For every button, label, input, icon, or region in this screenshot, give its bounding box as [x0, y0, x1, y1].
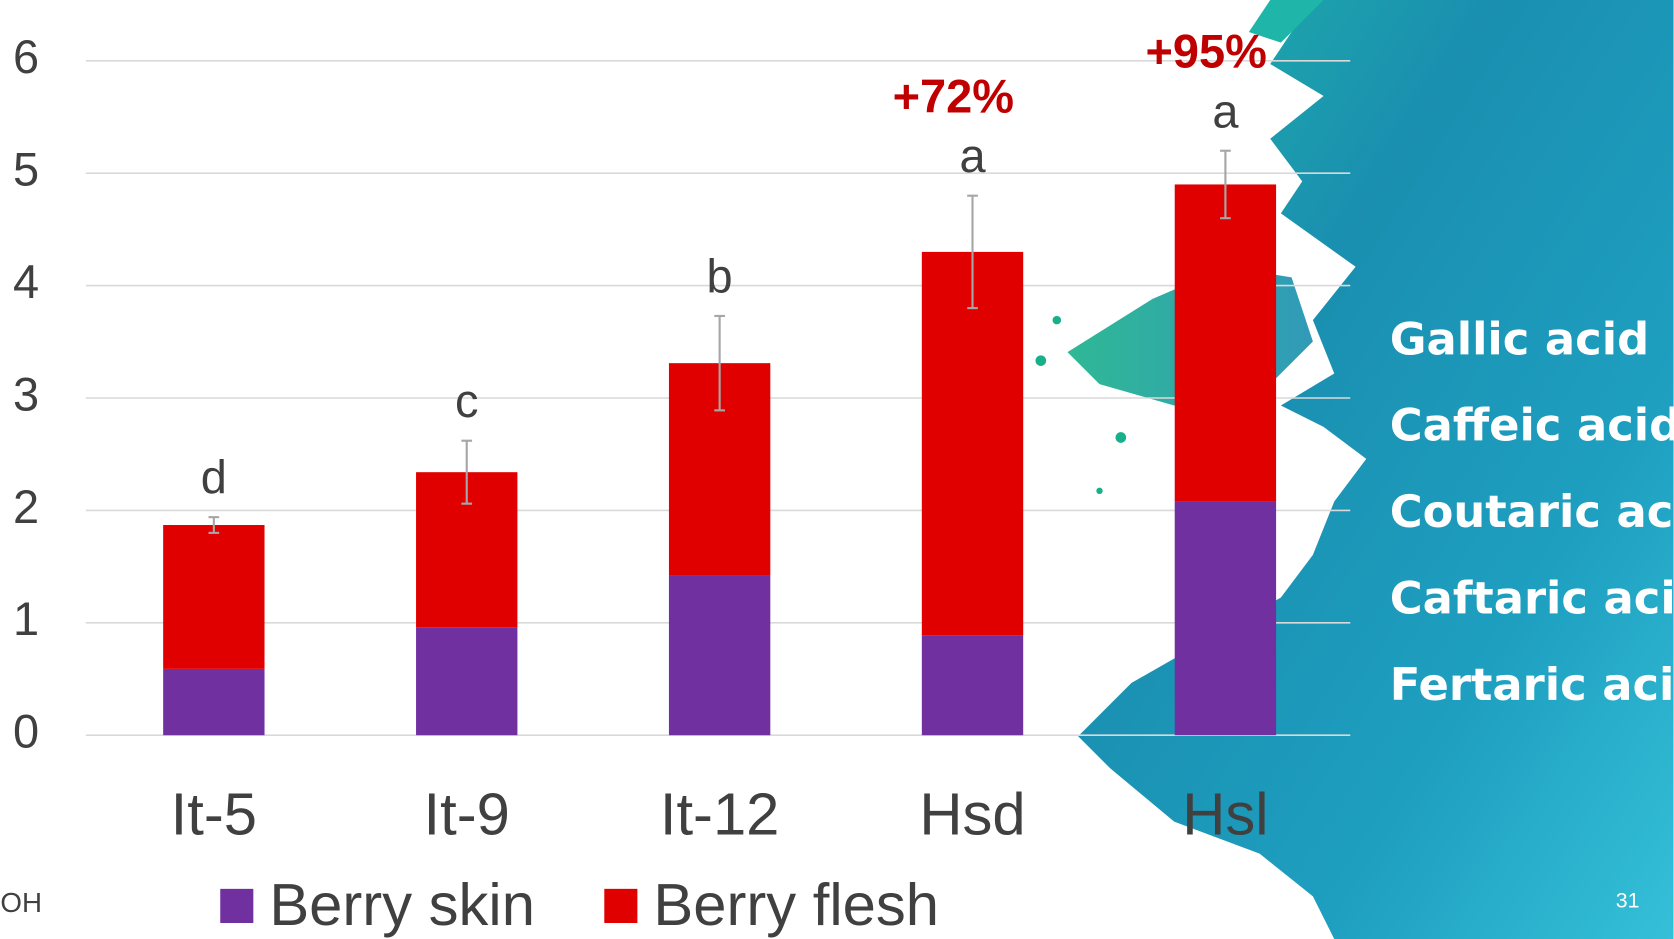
bar-segment: [163, 525, 265, 669]
bar-segment: [921, 635, 1024, 736]
side-label: Caffeic acid: [1390, 399, 1674, 452]
side-label: Fertaric acid: [1390, 658, 1674, 711]
legend-label: Berry skin: [269, 871, 535, 938]
bar-segment: [921, 251, 1024, 636]
y-tick-label: 6: [13, 30, 39, 83]
slide-number: 31: [1616, 888, 1640, 912]
watercolor-background: [1035, 0, 1674, 939]
annotation: +72%: [893, 69, 1014, 122]
bar-segment: [416, 627, 518, 736]
x-tick-label: Hsl: [1182, 780, 1268, 847]
bar-segment: [1174, 184, 1277, 502]
legend-label: Berry flesh: [653, 871, 939, 938]
x-tick-label: It-9: [424, 780, 510, 847]
legend-swatch: [604, 888, 638, 923]
x-tick-label: Hsd: [919, 780, 1025, 847]
significance-letter: a: [959, 129, 986, 182]
bar-segment: [1174, 501, 1277, 736]
y-tick-label: 2: [13, 480, 39, 533]
legend-swatch: [220, 888, 254, 923]
x-tick-label: It-12: [660, 780, 780, 847]
y-tick-label: 3: [13, 367, 39, 420]
significance-letter: d: [201, 451, 227, 504]
bar-segment: [163, 668, 265, 736]
footer-left: OH: [0, 887, 42, 918]
y-tick-label: 5: [13, 143, 39, 196]
significance-letter: b: [707, 249, 733, 302]
side-label: Gallic acid: [1390, 312, 1649, 365]
annotation: +95%: [1146, 25, 1267, 78]
y-tick-label: 1: [13, 592, 39, 645]
y-tick-label: 4: [13, 255, 39, 308]
x-tick-label: It-5: [171, 780, 257, 847]
side-label: Caftaric acid: [1390, 572, 1674, 625]
y-tick-label: 0: [13, 705, 39, 758]
side-label: Coutaric acid: [1390, 485, 1674, 538]
significance-letter: c: [455, 374, 478, 427]
significance-letter: a: [1212, 84, 1239, 137]
bar-segment: [668, 575, 771, 736]
